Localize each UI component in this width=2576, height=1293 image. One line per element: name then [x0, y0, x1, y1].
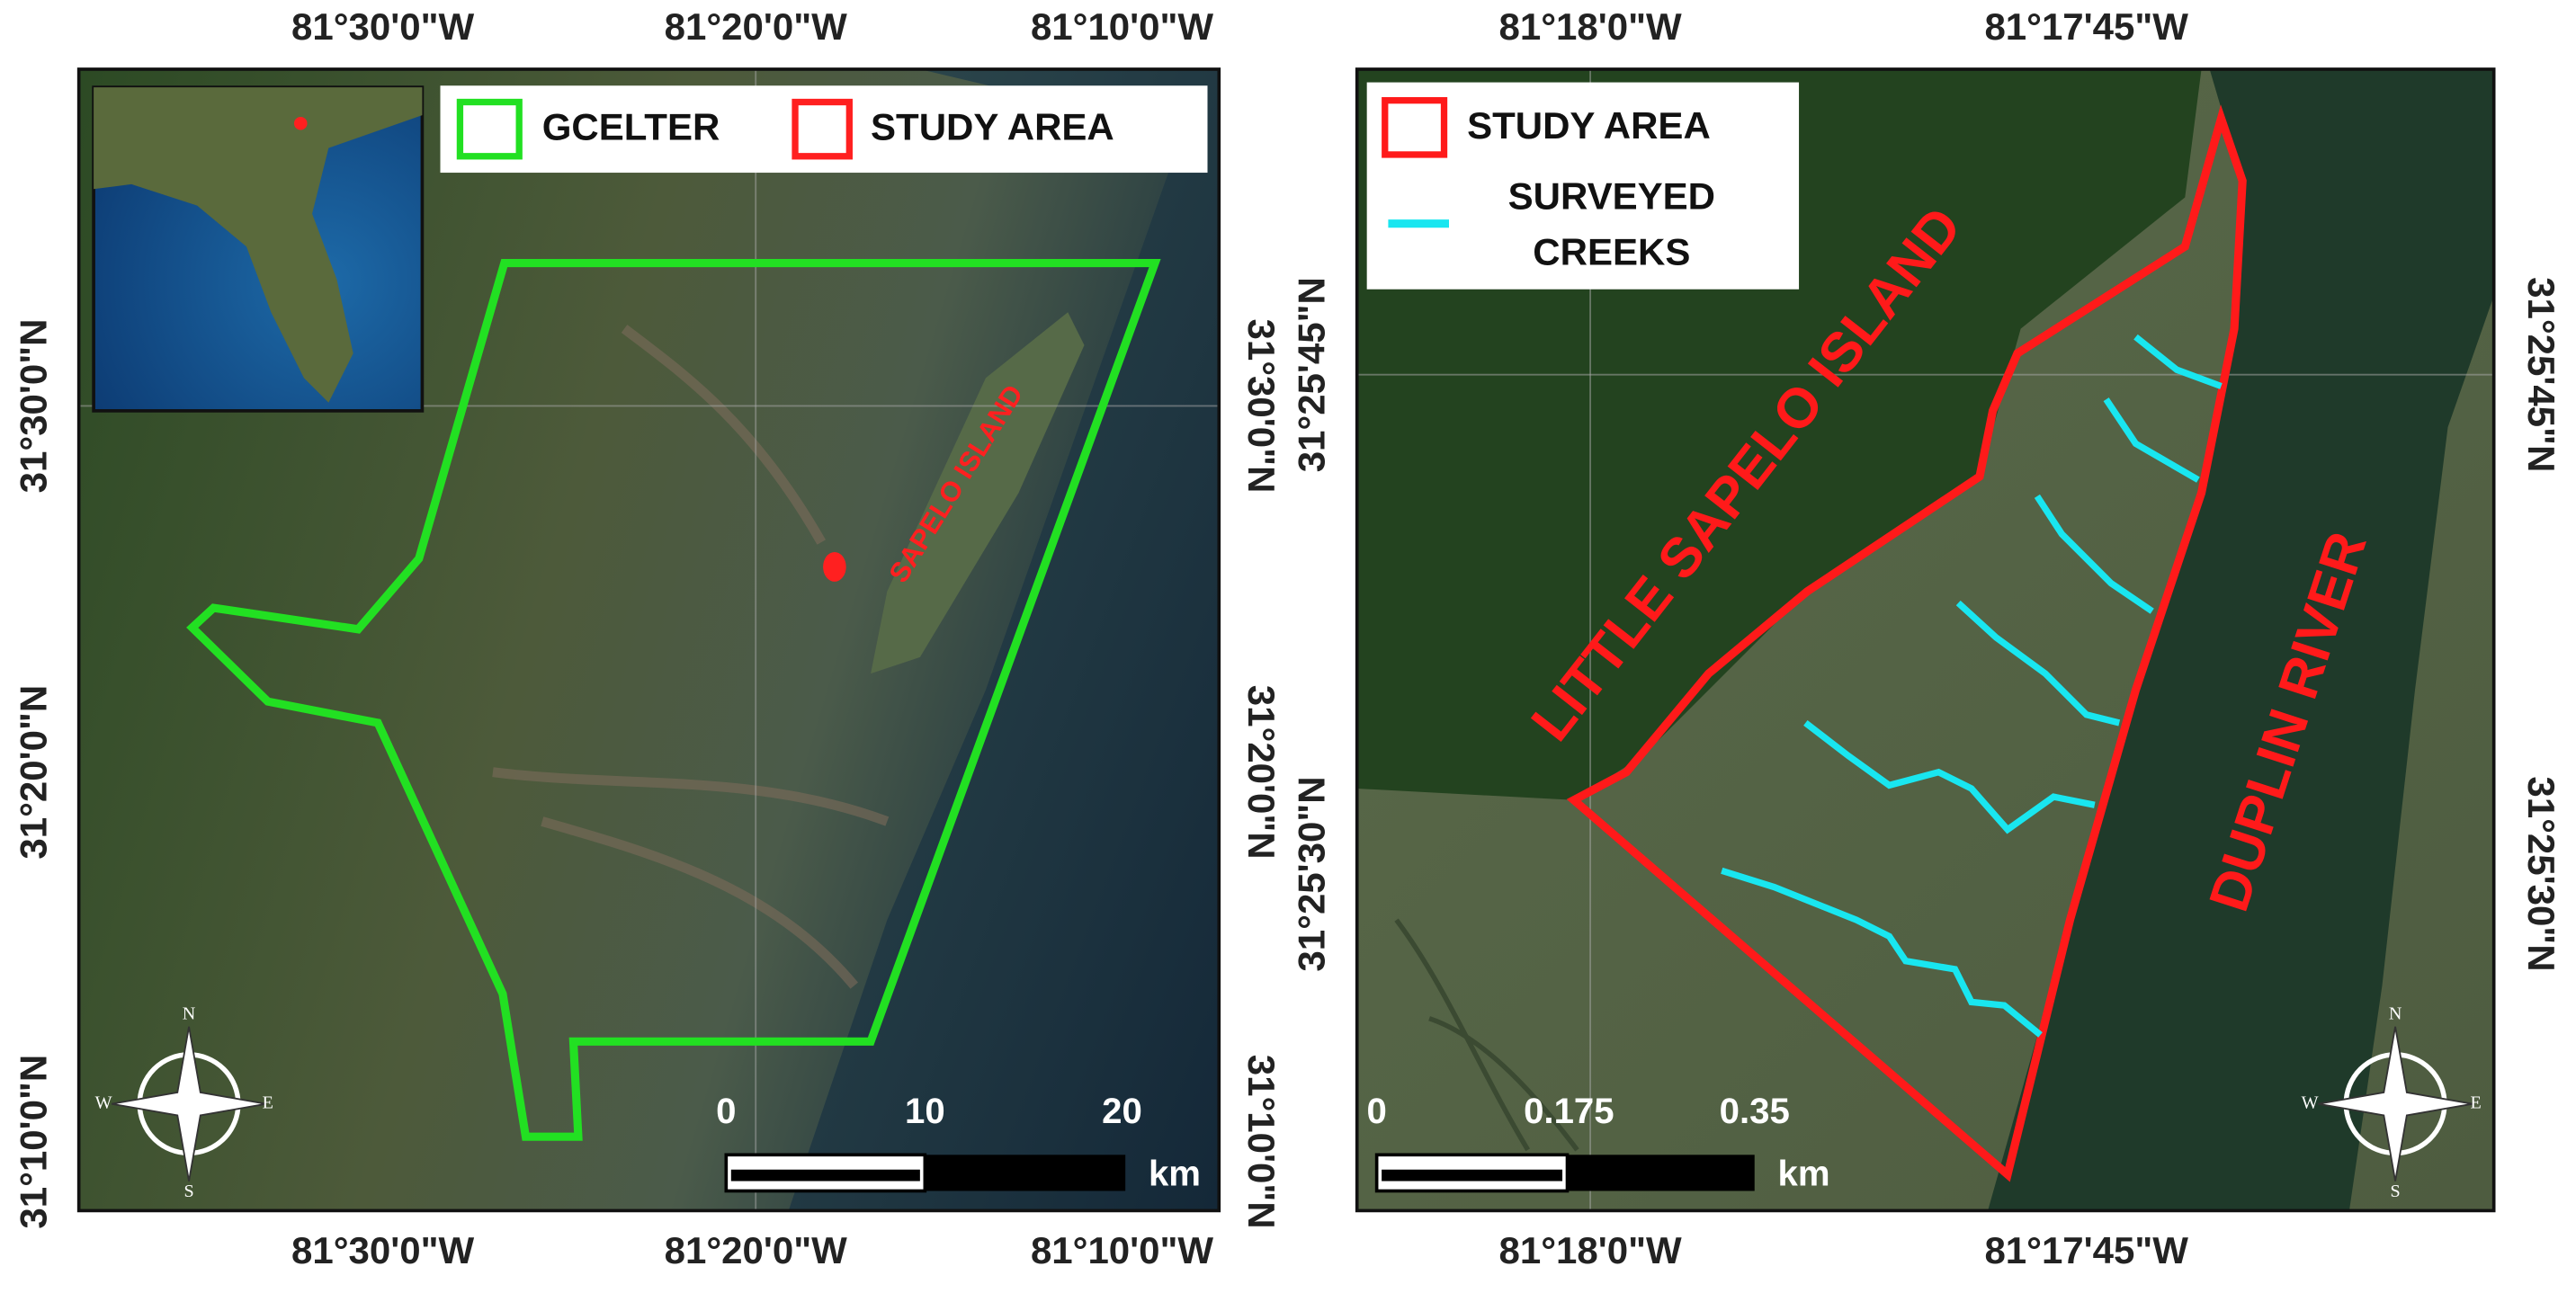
bottom-tick: 81°17'45"W [1984, 1229, 2188, 1271]
scale-label: 0.175 [1524, 1091, 1614, 1131]
legend-box [1366, 82, 1800, 290]
legend-symbol [792, 98, 853, 160]
scale-label: 10 [905, 1091, 945, 1131]
study-area-boundary [1566, 104, 2247, 1182]
top-tick: 81°10'0"W [1031, 5, 1213, 48]
creek [2034, 494, 2154, 614]
compass-star [2318, 1026, 2473, 1182]
compass-letter: N [183, 1004, 196, 1024]
legend-label: CREEKS [1533, 230, 1690, 272]
gcelter-boundary [186, 258, 1161, 1141]
river-channels [492, 325, 890, 989]
marsh-channels [1394, 918, 1579, 1152]
left-tick: 31°10'0"N [12, 1055, 54, 1229]
scale-unit: km [1149, 1154, 1201, 1194]
bottom-tick: 81°18'0"W [1499, 1229, 1682, 1271]
compass-star [112, 1026, 267, 1182]
top-tick: 81°17'45"W [1984, 5, 2188, 48]
study-area-marker [823, 551, 846, 582]
legend-label: STUDY AREA [1467, 104, 1711, 147]
right-tick: 31°25'45"N [2520, 277, 2563, 472]
right-tick: 31°10'0"N [1240, 1055, 1283, 1229]
north-arrow: N E S W [2302, 1004, 2482, 1201]
surveyed-creeks [1721, 334, 2223, 1038]
right-map: LITTLE SAPELO ISLAND DUPLIN RIVER STUDY … [1290, 5, 2563, 1271]
legend-label: SURVEYED [1508, 174, 1715, 217]
compass-letter: E [2470, 1092, 2481, 1112]
map-frame [76, 67, 1221, 1213]
scale-unit: km [1777, 1154, 1829, 1194]
left-tick: 31°25'45"N [1290, 277, 1332, 472]
scale-segment [1382, 1169, 1563, 1182]
duplin-river [1988, 68, 2494, 1211]
scale-label: 20 [1102, 1091, 1142, 1131]
florida [94, 87, 423, 403]
inset-location [293, 116, 308, 130]
left-tick: 31°30'0"N [12, 318, 54, 493]
top-tick: 81°30'0"W [291, 5, 474, 48]
right-tick: 31°30'0"N [1240, 318, 1283, 493]
scale-segment [730, 1169, 920, 1182]
scale-bar: 0 10 20 km [716, 1091, 1201, 1193]
island [871, 312, 1085, 674]
compass-letter: W [2302, 1092, 2319, 1112]
map-frame [1355, 67, 2496, 1213]
bottom-tick: 81°30'0"W [291, 1229, 474, 1271]
compass-letter: S [2390, 1182, 2400, 1201]
left-map: SAPELO ISLAND GCELTER STUDY AREA 0 10 20… [12, 5, 1283, 1271]
scale-label: 0 [716, 1091, 736, 1131]
legend: STUDY AREA SURVEYED CREEKS [1366, 82, 1800, 290]
creek [2133, 334, 2223, 389]
scale-label: 0 [1366, 1091, 1386, 1131]
legend-symbol [456, 98, 523, 160]
right-tick: 31°20'0"N [1240, 685, 1283, 860]
scale-segment [925, 1155, 1126, 1191]
legend-label: STUDY AREA [871, 106, 1114, 148]
top-tick: 81°18'0"W [1499, 5, 1682, 48]
legend-symbol [1382, 97, 1448, 158]
legend-label: GCELTER [542, 106, 720, 148]
right-tick: 31°25'30"N [2520, 776, 2563, 971]
ocean [788, 68, 1220, 1211]
compass-letter: S [183, 1182, 193, 1201]
north-arrow: N E S W [95, 1004, 273, 1201]
compass-letter: E [263, 1092, 273, 1112]
creek [1955, 600, 2121, 727]
top-tick: 81°20'0"W [665, 5, 847, 48]
left-tick: 31°20'0"N [12, 685, 54, 860]
bottom-tick: 81°20'0"W [665, 1229, 847, 1271]
left-tick: 31°25'30"N [1290, 776, 1332, 971]
creek [1803, 720, 2096, 834]
scale-segment [1567, 1155, 1755, 1191]
compass-letter: N [2389, 1004, 2402, 1024]
creek [2103, 397, 2200, 483]
legend: GCELTER STUDY AREA [440, 85, 1208, 174]
creek [1721, 867, 2043, 1038]
inset-map [92, 85, 425, 413]
scale-bar: 0 0.175 0.35 km [1366, 1091, 1829, 1193]
scale-label: 0.35 [1720, 1091, 1790, 1131]
bottom-tick: 81°10'0"W [1031, 1229, 1213, 1271]
compass-letter: W [95, 1092, 112, 1112]
